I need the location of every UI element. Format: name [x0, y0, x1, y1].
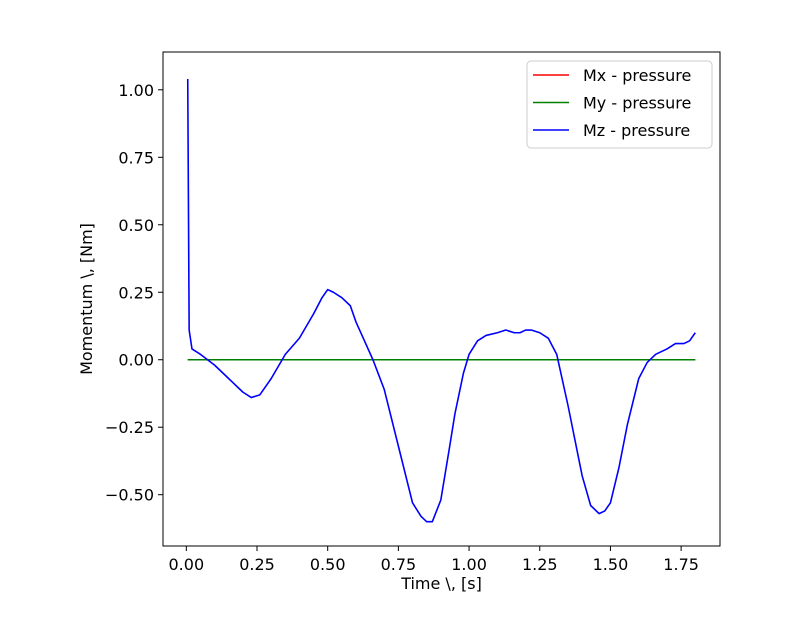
x-axis: 0.00 0.25 0.50 0.75 1.00 1.25 1.50 1.75 [169, 546, 699, 574]
y-tick-label: 1.00 [118, 81, 154, 100]
y-tick-label: 0.75 [118, 148, 154, 167]
legend: Mx - pressure My - pressure Mz - pressure [526, 60, 713, 149]
series-line-mz [186, 78, 696, 523]
plot-frame [162, 51, 721, 547]
y-tick-label: 0.50 [118, 216, 154, 235]
x-tick-label: 1.50 [593, 555, 629, 574]
y-tick-label: 0.00 [118, 351, 154, 370]
x-axis-label: Time \, [s] [400, 574, 482, 593]
y-axis: −0.50 −0.25 0.00 0.25 0.50 0.75 1.00 [105, 81, 163, 505]
legend-box [526, 60, 713, 149]
x-tick-label: 0.00 [169, 555, 205, 574]
x-tick-label: 0.75 [381, 555, 417, 574]
y-tick-label: −0.25 [105, 418, 154, 437]
legend-label: Mz - pressure [583, 121, 690, 140]
x-tick-label: 1.25 [522, 555, 558, 574]
x-tick-label: 1.00 [451, 555, 487, 574]
y-tick-label: −0.50 [105, 486, 154, 505]
legend-label: My - pressure [583, 94, 691, 113]
x-tick-label: 0.50 [310, 555, 346, 574]
y-tick-label: 0.25 [118, 283, 154, 302]
x-tick-label: 1.75 [663, 555, 699, 574]
legend-label: Mx - pressure [583, 66, 691, 85]
plot-area [162, 51, 721, 547]
y-axis-label: Momentum \, [Nm] [77, 223, 96, 375]
x-tick-label: 0.25 [239, 555, 275, 574]
